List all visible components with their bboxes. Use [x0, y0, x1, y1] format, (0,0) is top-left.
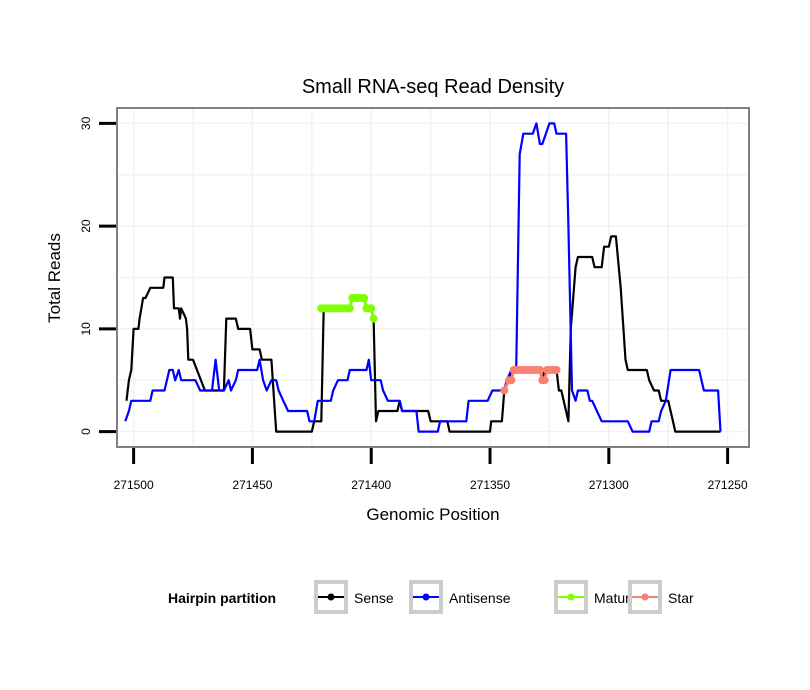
legend-marker-antisense	[422, 593, 430, 601]
series-layer	[124, 122, 722, 433]
legend-label-star: Star	[668, 590, 694, 606]
y-tick-label: 0	[79, 428, 93, 435]
y-axis-title: Total Reads	[45, 233, 64, 323]
data-point-star	[500, 386, 509, 395]
legend-label-mature: Mature	[594, 590, 638, 606]
y-tick-label: 10	[79, 322, 93, 336]
series-line-antisense	[124, 122, 722, 433]
data-point-star	[540, 376, 549, 385]
legend-label-sense: Sense	[354, 590, 394, 606]
chart-title: Small RNA-seq Read Density	[302, 76, 564, 98]
legend-title: Hairpin partition	[168, 590, 276, 606]
y-tick-label: 20	[79, 219, 93, 233]
legend-marker-mature	[567, 593, 575, 601]
x-tick-label: 271350	[470, 478, 510, 492]
data-point-mature	[367, 304, 376, 313]
series-mature	[317, 294, 378, 323]
data-point-star	[507, 376, 516, 385]
data-point-star	[535, 365, 544, 374]
x-axis: 271500 271450 271400 271350 271300 271250	[114, 448, 748, 492]
series-line-sense	[125, 235, 721, 433]
series-antisense	[124, 122, 722, 433]
legend-entries: Sense Antisense Mature Star	[314, 580, 694, 614]
legend: Hairpin partition Sense Antisense Mature St…	[168, 580, 694, 614]
x-tick-label: 271400	[351, 478, 391, 492]
data-point-mature	[345, 304, 354, 313]
plot-panel	[116, 107, 750, 448]
x-tick-label: 271450	[232, 478, 272, 492]
legend-label-antisense: Antisense	[449, 590, 511, 606]
legend-item-antisense: Antisense	[409, 580, 511, 614]
x-axis-title: Genomic Position	[366, 505, 499, 524]
x-tick-label: 271500	[114, 478, 154, 492]
data-point-mature	[369, 314, 378, 323]
y-tick-label: 30	[79, 116, 93, 130]
series-sense	[125, 235, 721, 433]
data-point-mature	[360, 294, 369, 303]
plot-border	[116, 107, 750, 448]
x-tick-label: 271250	[708, 478, 748, 492]
series-star	[500, 365, 561, 395]
legend-item-mature: Mature	[554, 580, 638, 614]
x-tick-label: 271300	[589, 478, 629, 492]
data-point-star	[552, 365, 561, 374]
legend-marker-sense	[327, 593, 335, 601]
legend-item-sense: Sense	[314, 580, 394, 614]
legend-marker-star	[641, 593, 649, 601]
legend-item-star: Star	[628, 580, 694, 614]
y-axis: 0 10 20 30	[79, 116, 116, 435]
